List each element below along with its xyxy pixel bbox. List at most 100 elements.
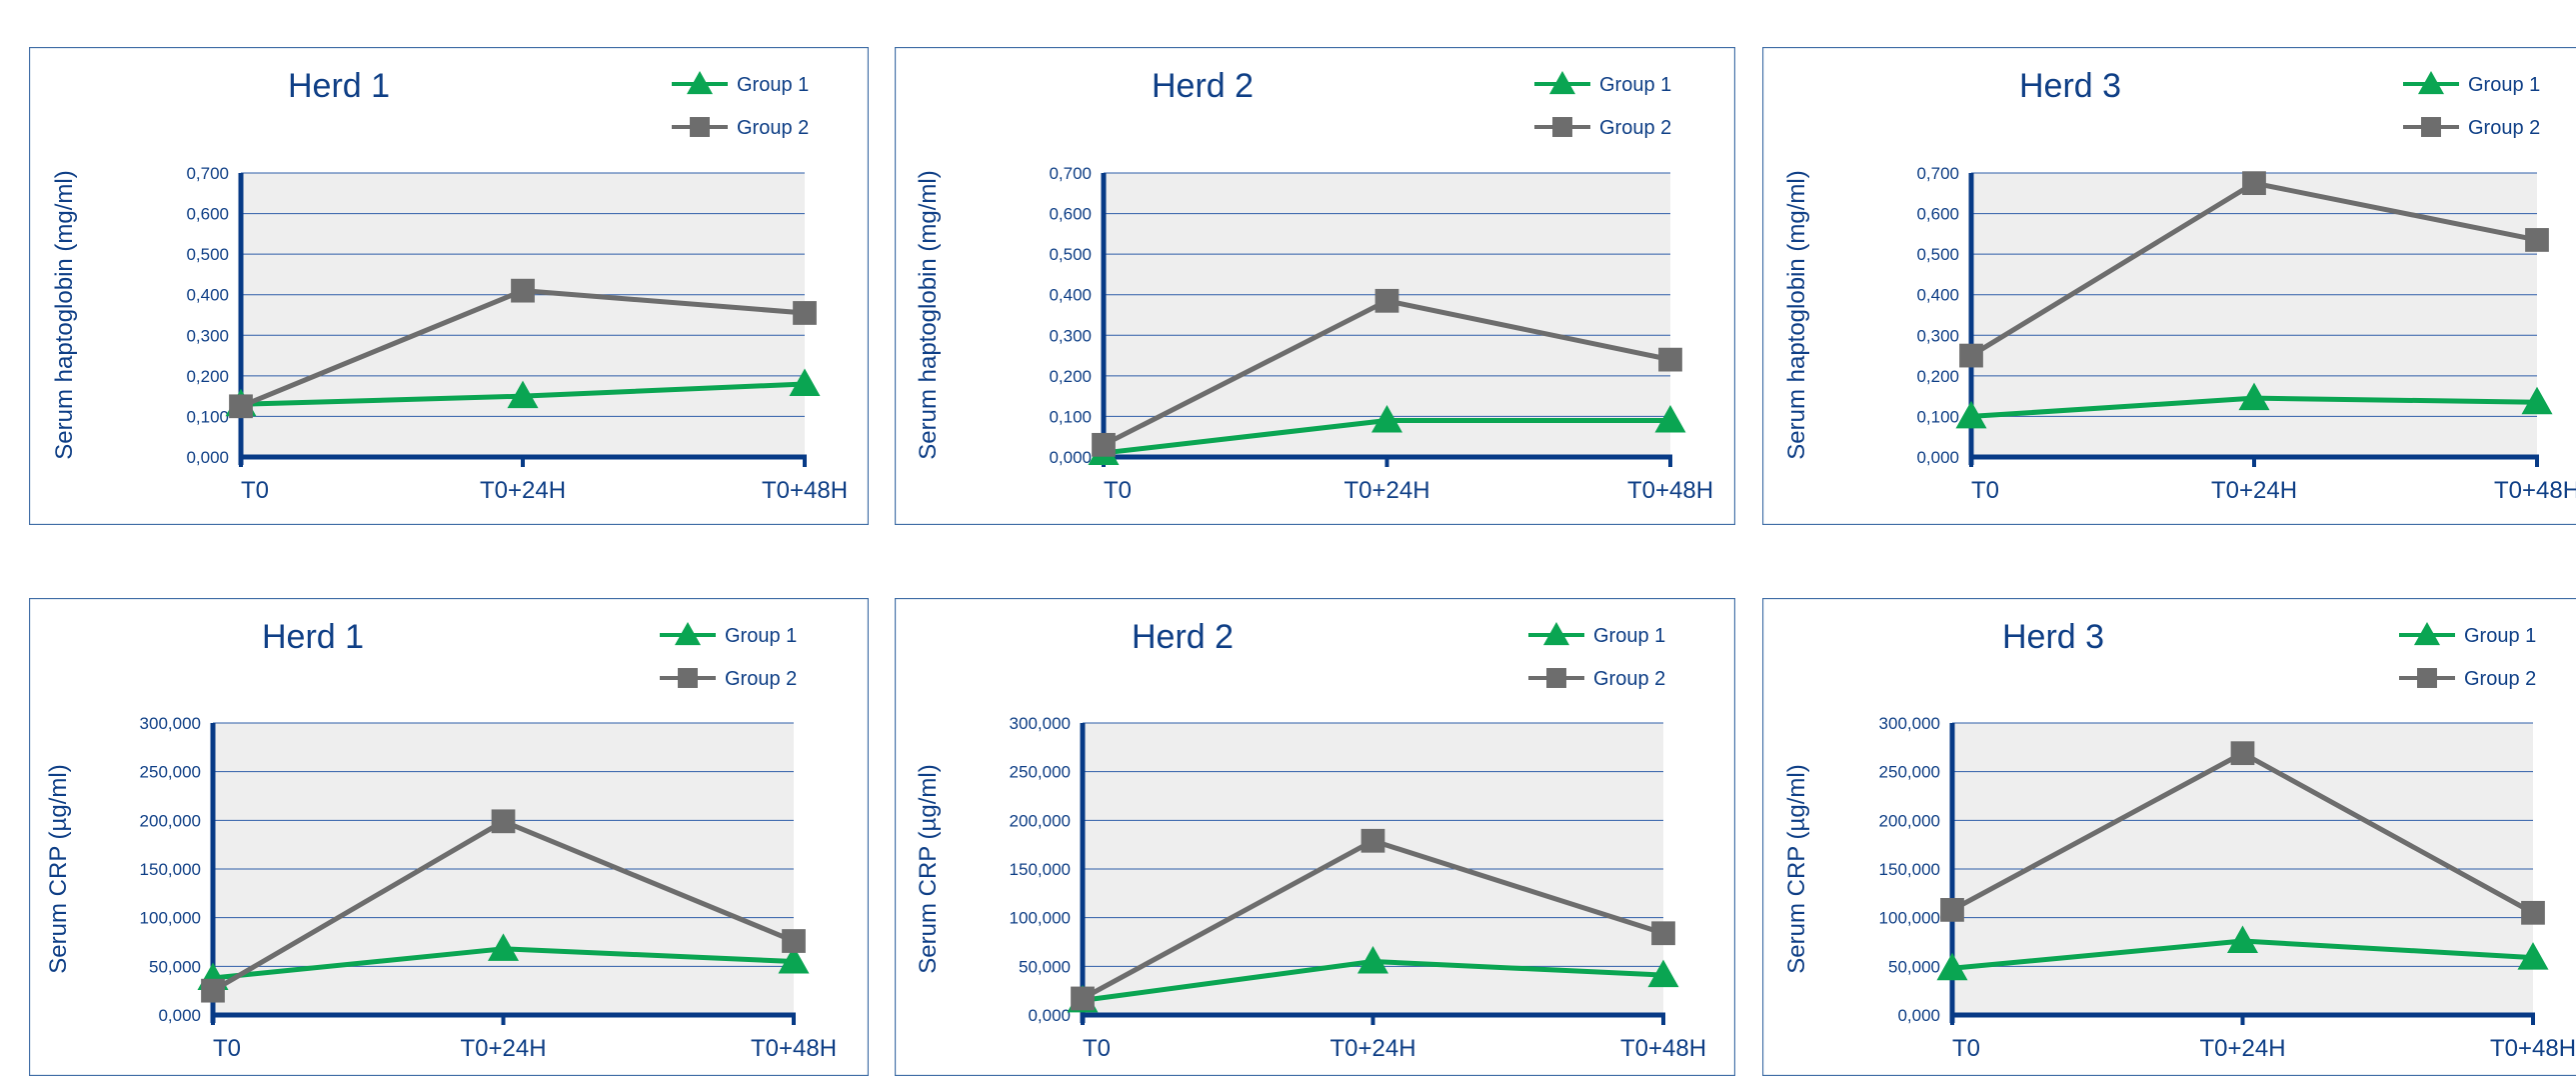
chart-title: Herd 1	[262, 618, 364, 656]
x-tick-label: T0	[1952, 1035, 1980, 1062]
y-tick-label: 50,000	[1019, 957, 1071, 976]
data-point-2	[782, 929, 806, 953]
chart-3: 0,0000,1000,2000,3000,4000,5000,6000,700…	[1762, 47, 2576, 525]
legend-label: Group 1	[1599, 74, 1671, 96]
x-tick-label: T0	[213, 1035, 241, 1062]
y-tick-label: 0,300	[1916, 326, 1959, 345]
legend-label: Group 2	[2468, 117, 2540, 139]
legend-marker	[2417, 668, 2437, 688]
x-tick-label: T0+48H	[2494, 477, 2576, 504]
chart-6: 0,000 50,000 100,000 150,000 200,000 250,000 3…	[1762, 598, 2576, 1076]
legend-label: Group 1	[1593, 625, 1665, 647]
chart-5: 0,00050,000100,000150,000200,000250,0003…	[895, 598, 1735, 1076]
y-tick-label: 0,000	[1897, 1006, 1940, 1025]
y-tick-label: 0,100	[1049, 407, 1092, 426]
x-tick-label: T0+24H	[1343, 477, 1429, 504]
x-tick-label: T0+48H	[751, 1035, 837, 1062]
x-tick-label: T0+24H	[2199, 1035, 2285, 1062]
y-tick-label: 0,700	[1049, 164, 1092, 183]
y-tick-label: 250,000	[1879, 763, 1940, 782]
x-tick-label: T0	[241, 477, 269, 504]
y-tick-label: 300,000	[1879, 714, 1940, 733]
data-point-2	[1959, 344, 1983, 368]
y-tick-label: 100,000	[1879, 909, 1940, 928]
y-tick-label: 100,000	[1010, 909, 1071, 928]
y-tick-label: 0,100	[1916, 407, 1959, 426]
legend-label: Group 2	[1599, 117, 1671, 139]
x-tick-label: T0+48H	[1627, 477, 1713, 504]
data-point-2	[1651, 921, 1675, 945]
y-axis-label: Serum haptoglobin (mg/ml)	[1783, 170, 1810, 459]
data-point-2	[511, 279, 535, 303]
y-tick-label: 0,400	[1916, 286, 1959, 305]
y-tick-label: 0,200	[1049, 367, 1092, 386]
x-tick-label: T0+24H	[480, 477, 566, 504]
chart-title: Herd 3	[2019, 67, 2121, 105]
chart-4: 0,00050,000100,000150,000200,000250,0003…	[29, 598, 869, 1076]
y-tick-label: 150,000	[1879, 860, 1940, 879]
y-tick-label: 150,000	[1010, 860, 1071, 879]
legend-marker	[690, 117, 710, 137]
data-point-2	[2242, 171, 2266, 195]
y-tick-label: 0,000	[1028, 1006, 1071, 1025]
y-tick-label: 0,700	[1916, 164, 1959, 183]
legend-marker	[1546, 668, 1566, 688]
y-tick-label: 200,000	[1879, 811, 1940, 830]
legend-marker	[678, 668, 698, 688]
legend-label: Group 2	[1593, 668, 1665, 690]
chart-1: 0,0000,1000,2000,3000,4000,5000,6000,700…	[29, 47, 869, 525]
y-tick-label: 100,000	[140, 909, 201, 928]
y-tick-label: 150,000	[140, 860, 201, 879]
y-axis-label: Serum CRP (µg/ml)	[1783, 764, 1810, 973]
data-point-2	[2231, 741, 2255, 765]
data-point-2	[2521, 901, 2545, 925]
y-tick-label: 0,500	[186, 245, 229, 264]
data-point-2	[229, 394, 253, 418]
y-tick-label: 0,500	[1049, 245, 1092, 264]
y-tick-label: 0,600	[1916, 205, 1959, 224]
y-tick-label: 0,000	[1049, 448, 1092, 467]
y-tick-label: 200,000	[1010, 811, 1071, 830]
y-tick-label: 0,600	[1049, 205, 1092, 224]
data-point-2	[1940, 898, 1964, 922]
x-tick-label: T0+48H	[1620, 1035, 1706, 1062]
data-point-2	[201, 979, 225, 1003]
y-tick-label: 50,000	[1888, 957, 1940, 976]
plot-area	[1971, 173, 2537, 457]
y-axis-label: Serum haptoglobin (mg/ml)	[915, 170, 942, 459]
plot-area	[241, 173, 805, 457]
y-tick-label: 300,000	[1010, 714, 1071, 733]
y-tick-label: 0,400	[1049, 286, 1092, 305]
y-tick-label: 250,000	[140, 763, 201, 782]
x-tick-label: T0	[1104, 477, 1132, 504]
x-tick-label: T0+48H	[2490, 1035, 2576, 1062]
x-tick-label: T0+24H	[460, 1035, 546, 1062]
data-point-2	[1092, 433, 1116, 457]
x-tick-label: T0+24H	[2211, 477, 2297, 504]
data-point-2	[1658, 348, 1682, 372]
y-tick-label: 0,000	[158, 1006, 201, 1025]
y-axis-label: Serum haptoglobin (mg/ml)	[51, 170, 78, 459]
y-tick-label: 0,000	[1916, 448, 1959, 467]
y-tick-label: 0,500	[1916, 245, 1959, 264]
legend-label: Group 1	[737, 74, 809, 96]
chart-2: 0,000 0,100 0,200 0,300 0,400 0,500 0,600 0,700…	[895, 47, 1735, 525]
y-tick-label: 0,700	[186, 164, 229, 183]
legend-label: Group 1	[2468, 74, 2540, 96]
data-point-2	[1361, 829, 1385, 853]
x-tick-label: T0	[1083, 1035, 1111, 1062]
legend-label: Group 1	[725, 625, 797, 647]
chart-title: Herd 2	[1132, 618, 1234, 656]
data-point-2	[1071, 987, 1095, 1011]
y-tick-label: 200,000	[140, 811, 201, 830]
y-tick-label: 0,400	[186, 286, 229, 305]
y-tick-label: 0,300	[186, 326, 229, 345]
data-point-2	[793, 301, 817, 325]
x-tick-label: T0	[1971, 477, 1999, 504]
y-tick-label: 0,300	[1049, 326, 1092, 345]
chart-title: Herd 2	[1152, 67, 1254, 105]
legend-label: Group 1	[2464, 625, 2536, 647]
y-tick-label: 50,000	[149, 957, 201, 976]
y-tick-label: 0,000	[186, 448, 229, 467]
